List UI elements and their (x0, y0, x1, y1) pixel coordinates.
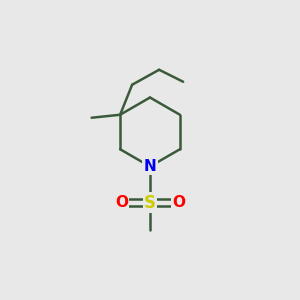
Text: S: S (144, 194, 156, 211)
Text: N: N (144, 159, 156, 174)
Text: O: O (115, 195, 128, 210)
Text: O: O (172, 195, 185, 210)
